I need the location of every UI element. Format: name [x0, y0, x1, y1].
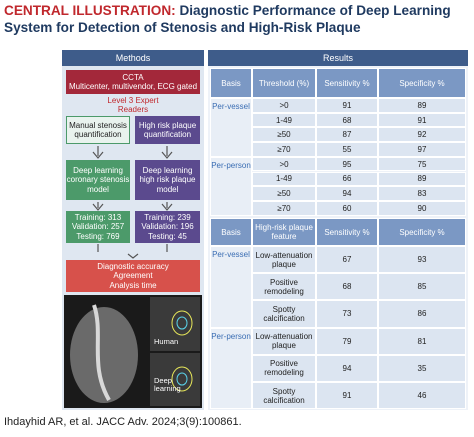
box-text: Training: 313 [74, 212, 122, 222]
model-box: Deep learning coronary stenosis model [66, 160, 130, 200]
model-box: Deep learning high risk plaque model [135, 160, 200, 200]
results-panel: Results [208, 50, 468, 410]
ccta-box: CCTA Multicenter, multivendor, ECG gated [66, 70, 200, 94]
image-label: Human [154, 337, 179, 346]
reference-box: High risk plaque quantification [135, 116, 200, 144]
title-label: CENTRAL ILLUSTRATION: [4, 3, 176, 18]
split-box: Training: 313 Validation: 257 Testing: 7… [66, 211, 130, 243]
box-text: CCTA [122, 72, 144, 82]
box-text: Analysis time [109, 280, 157, 290]
box-text: Testing: 769 [76, 231, 120, 241]
panel-header: Results [208, 50, 468, 66]
box-text: Diagnostic accuracy [97, 261, 169, 271]
title-text: Diagnostic Performance of Deep Learning … [4, 3, 451, 35]
ct-image [64, 295, 202, 408]
title: CENTRAL ILLUSTRATION: Diagnostic Perform… [4, 2, 472, 36]
box-text: Testing: 45 [148, 231, 187, 241]
box-text: Validation: 196 [141, 222, 194, 232]
arrows [92, 146, 173, 259]
citation: Ihdayhid AR, et al. JACC Adv. 2024;3(9):… [4, 416, 242, 428]
reference-box: Manual stenosis quantification [66, 116, 130, 144]
split-box: Training: 239 Validation: 196 Testing: 4… [135, 211, 200, 243]
image-label: Deep learning [154, 376, 181, 393]
outcome-box: Diagnostic accuracy Agreement Analysis t… [66, 260, 200, 292]
box-text: Multicenter, multivendor, ECG gated [68, 82, 198, 91]
box-text: Validation: 257 [71, 222, 125, 232]
box-text: Training: 239 [144, 212, 191, 222]
box-text: Agreement [113, 271, 153, 281]
methods-panel: Methods CCTA Multicenter, multivendor, E… [62, 50, 204, 410]
readers: Level 3 Expert Readers [107, 95, 159, 115]
panel-header: Methods [62, 50, 204, 66]
